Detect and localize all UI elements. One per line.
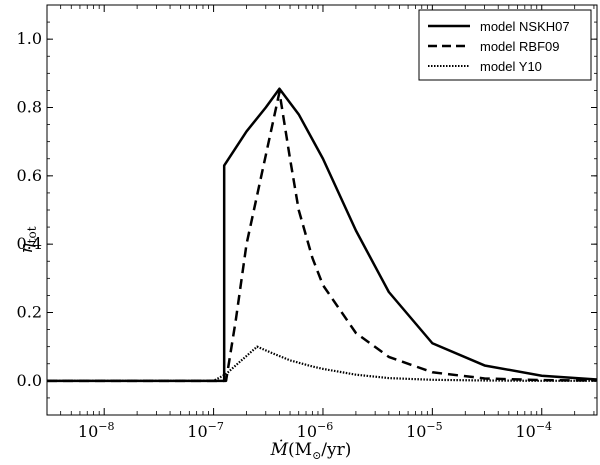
x-tick-label: 10−7: [187, 420, 224, 441]
ticks-layer: 0.0 0.2 0.4 0.6 0.8 1.0 10−8 10−7 10−6 10−5 10−4: [17, 4, 597, 441]
series-line-model-rbf09: [47, 90, 598, 383]
y-tick-label: 0.6: [17, 166, 42, 185]
y-tick-label: 0.4: [17, 234, 42, 253]
legend-label-y10: model Y10: [480, 59, 542, 74]
series-layer: [47, 87, 598, 383]
x-tick-label: 10−6: [297, 420, 334, 441]
x-tick-label: 10−5: [406, 420, 443, 441]
x-tick-label: 10−4: [515, 420, 552, 441]
x-axis-label: Ṁ(M⊙/yr): [270, 439, 352, 462]
legend-label-nskh07: model NSKH07: [480, 19, 570, 34]
y-tick-label: 0.2: [17, 303, 42, 322]
y-tick-label: 1.0: [17, 29, 42, 48]
legend: model NSKH07 model RBF09 model Y10: [418, 9, 592, 81]
x-tick-label: 10−8: [78, 420, 115, 441]
y-tick-label: 0.0: [17, 371, 42, 390]
series-line-model-y10: [47, 345, 597, 382]
y-tick-label: 0.8: [17, 98, 42, 117]
y-axis-label: ηtot: [17, 226, 39, 253]
series-line-model-nskh07: [47, 87, 598, 383]
legend-label-rbf09: model RBF09: [480, 39, 559, 54]
